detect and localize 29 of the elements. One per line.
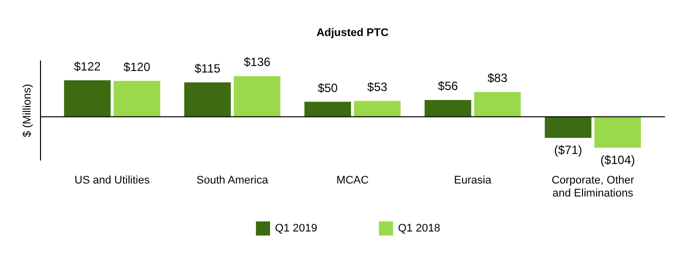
bar bbox=[114, 80, 160, 117]
data-label: ($71) bbox=[554, 142, 582, 157]
bar bbox=[354, 100, 401, 117]
bar bbox=[234, 76, 280, 117]
data-label: $50 bbox=[318, 80, 338, 95]
bar bbox=[424, 100, 472, 117]
data-label: $115 bbox=[194, 61, 221, 76]
data-label: $56 bbox=[438, 79, 458, 93]
bar bbox=[544, 116, 592, 138]
legend-label: Q1 2019 bbox=[275, 222, 318, 234]
data-label: $122 bbox=[74, 59, 102, 74]
data-label: $136 bbox=[244, 55, 271, 70]
bar bbox=[474, 92, 521, 117]
x-tick-label: South America bbox=[196, 174, 269, 186]
x-tick-label: Corporate, Other and Eliminations bbox=[552, 174, 634, 200]
data-label: ($104) bbox=[600, 152, 636, 167]
bar bbox=[594, 116, 641, 148]
data-label: $120 bbox=[124, 60, 151, 74]
data-label: $53 bbox=[367, 80, 388, 94]
data-label: $83 bbox=[487, 70, 508, 85]
bar bbox=[304, 102, 352, 117]
x-tick-label: MCAC bbox=[336, 174, 369, 186]
x-tick-label: Eurasia bbox=[454, 174, 492, 186]
legend-label: Q1 2018 bbox=[398, 222, 440, 234]
bar bbox=[184, 82, 231, 117]
chart-title: Adjusted PTC bbox=[316, 27, 389, 40]
bar bbox=[64, 80, 111, 117]
y-axis-title: $ (Millions) bbox=[22, 84, 34, 138]
x-tick-label: US and Utilities bbox=[74, 174, 150, 186]
